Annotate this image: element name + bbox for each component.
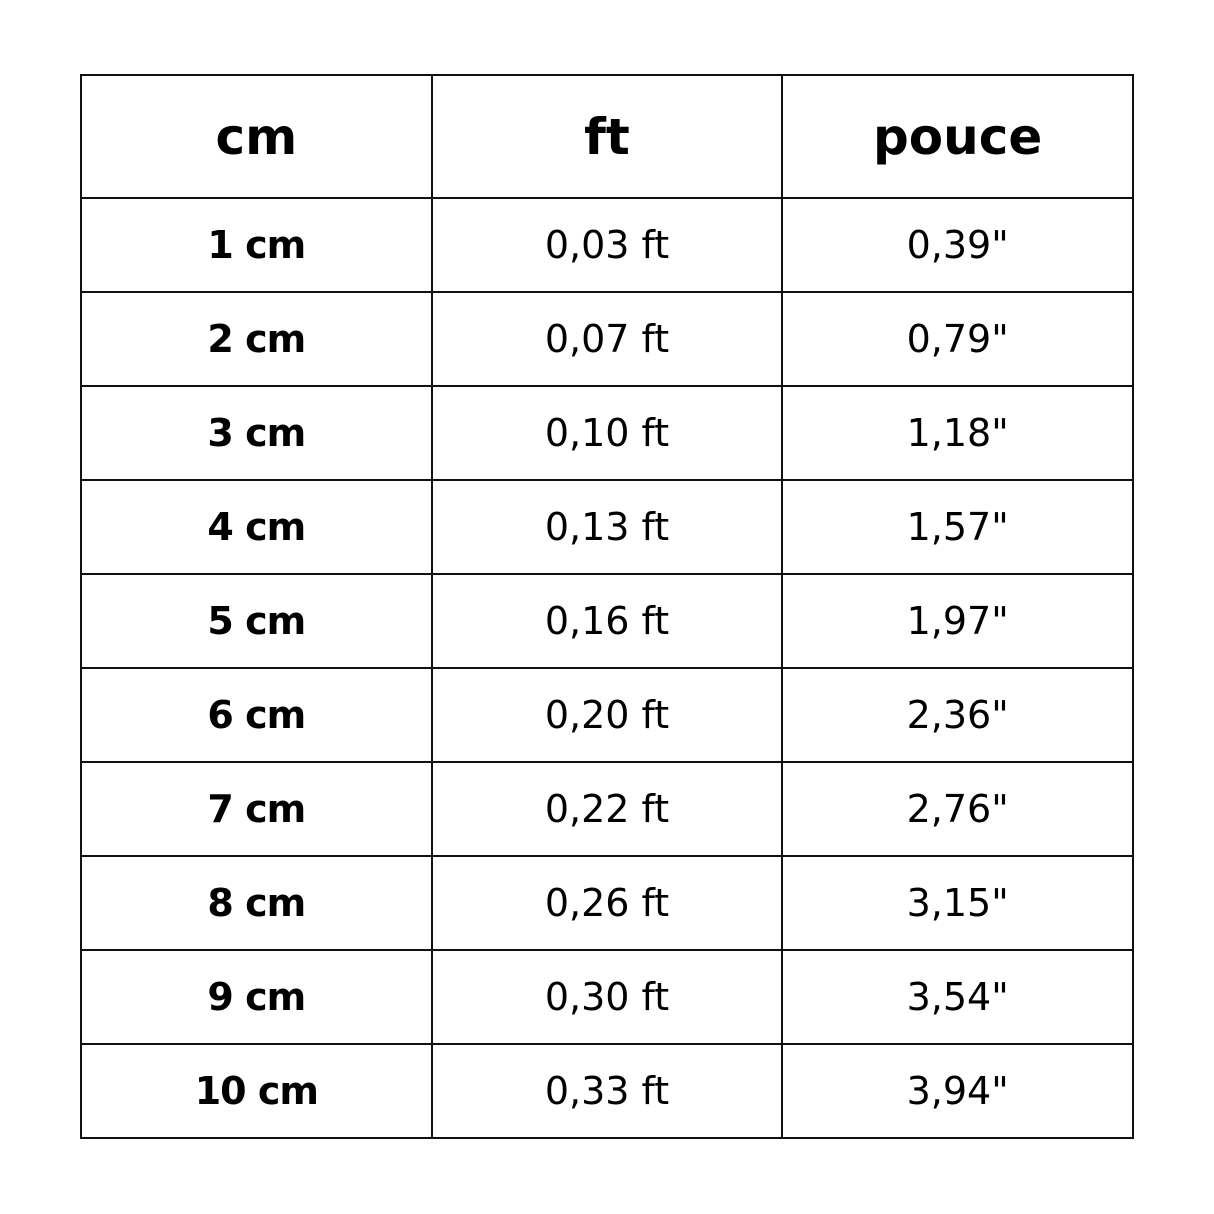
table-row: 1 cm 0,03 ft 0,39" xyxy=(80,197,1134,293)
ft-cell: 0,13 ft xyxy=(430,479,784,575)
pouce-cell: 3,94" xyxy=(781,1043,1134,1139)
ft-cell: 0,22 ft xyxy=(430,761,784,857)
pouce-cell: 2,76" xyxy=(781,761,1134,857)
table-row: 8 cm 0,26 ft 3,15" xyxy=(80,855,1134,951)
ft-cell: 0,10 ft xyxy=(430,385,784,481)
ft-cell: 0,26 ft xyxy=(430,855,784,951)
pouce-cell: 1,97" xyxy=(781,573,1134,669)
header-row: cm ft pouce xyxy=(80,74,1134,199)
ft-cell: 0,16 ft xyxy=(430,573,784,669)
table-row: 3 cm 0,10 ft 1,18" xyxy=(80,385,1134,481)
table-row: 6 cm 0,20 ft 2,36" xyxy=(80,667,1134,763)
header-pouce: pouce xyxy=(781,74,1134,199)
pouce-cell: 2,36" xyxy=(781,667,1134,763)
cm-cell: 3 cm xyxy=(80,385,433,481)
header-cm: cm xyxy=(80,74,433,199)
cm-cell: 7 cm xyxy=(80,761,433,857)
cm-cell: 8 cm xyxy=(80,855,433,951)
ft-cell: 0,07 ft xyxy=(430,291,784,387)
conversion-table: cm ft pouce 1 cm 0,03 ft 0,39" 2 cm 0,07 ft 0… xyxy=(80,74,1134,1139)
table-row: 10 cm 0,33 ft 3,94" xyxy=(80,1043,1134,1139)
table-row: 4 cm 0,13 ft 1,57" xyxy=(80,479,1134,575)
pouce-cell: 3,15" xyxy=(781,855,1134,951)
ft-cell: 0,03 ft xyxy=(430,197,784,293)
cm-cell: 5 cm xyxy=(80,573,433,669)
table-row: 2 cm 0,07 ft 0,79" xyxy=(80,291,1134,387)
cm-cell: 9 cm xyxy=(80,949,433,1045)
table-row: 5 cm 0,16 ft 1,97" xyxy=(80,573,1134,669)
pouce-cell: 3,54" xyxy=(781,949,1134,1045)
cm-cell: 2 cm xyxy=(80,291,433,387)
cm-cell: 1 cm xyxy=(80,197,433,293)
ft-cell: 0,30 ft xyxy=(430,949,784,1045)
ft-cell: 0,20 ft xyxy=(430,667,784,763)
table-row: 9 cm 0,30 ft 3,54" xyxy=(80,949,1134,1045)
pouce-cell: 0,39" xyxy=(781,197,1134,293)
pouce-cell: 1,57" xyxy=(781,479,1134,575)
ft-cell: 0,33 ft xyxy=(430,1043,784,1139)
pouce-cell: 1,18" xyxy=(781,385,1134,481)
cm-cell: 6 cm xyxy=(80,667,433,763)
cm-cell: 4 cm xyxy=(80,479,433,575)
header-ft: ft xyxy=(430,74,784,199)
cm-cell: 10 cm xyxy=(80,1043,433,1139)
pouce-cell: 0,79" xyxy=(781,291,1134,387)
table-row: 7 cm 0,22 ft 2,76" xyxy=(80,761,1134,857)
